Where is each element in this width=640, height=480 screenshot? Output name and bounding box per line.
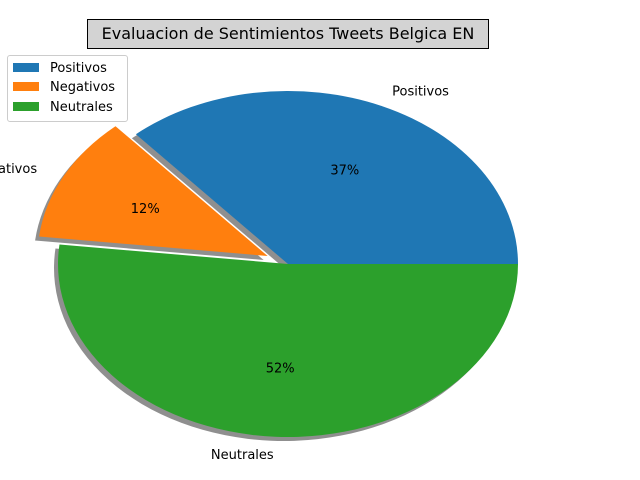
legend-swatch-neutrales <box>13 102 39 111</box>
legend-label-negativos: Negativos <box>50 80 116 95</box>
slice-positivos <box>135 90 519 264</box>
legend-item-positivos: Positivos <box>13 60 107 77</box>
outer-label-positivos: Positivos <box>392 85 449 100</box>
legend-swatch-negativos <box>13 82 39 91</box>
legend-swatch-positivos <box>13 63 39 72</box>
pct-label-negativos: 12% <box>131 202 160 217</box>
slices <box>39 90 519 438</box>
outer-label-neutrales: Neutrales <box>211 448 274 463</box>
slice-neutrales <box>58 244 518 438</box>
slice-negativos <box>39 126 268 257</box>
legend-label-positivos: Positivos <box>50 61 107 76</box>
legend: Positivos Negativos Neutrales <box>7 55 128 122</box>
legend-label-neutrales: Neutrales <box>50 100 113 115</box>
outer-label-negativos: ativos <box>0 162 37 177</box>
legend-item-negativos: Negativos <box>13 79 115 96</box>
slice-labels: 37% Positivos 12% ativos 52% Neutrales <box>0 85 449 463</box>
pct-label-positivos: 37% <box>330 163 359 178</box>
legend-item-neutrales: Neutrales <box>13 99 113 116</box>
chart-title: Evaluacion de Sentimientos Tweets Belgic… <box>87 19 489 49</box>
pct-label-neutrales: 52% <box>266 362 295 377</box>
